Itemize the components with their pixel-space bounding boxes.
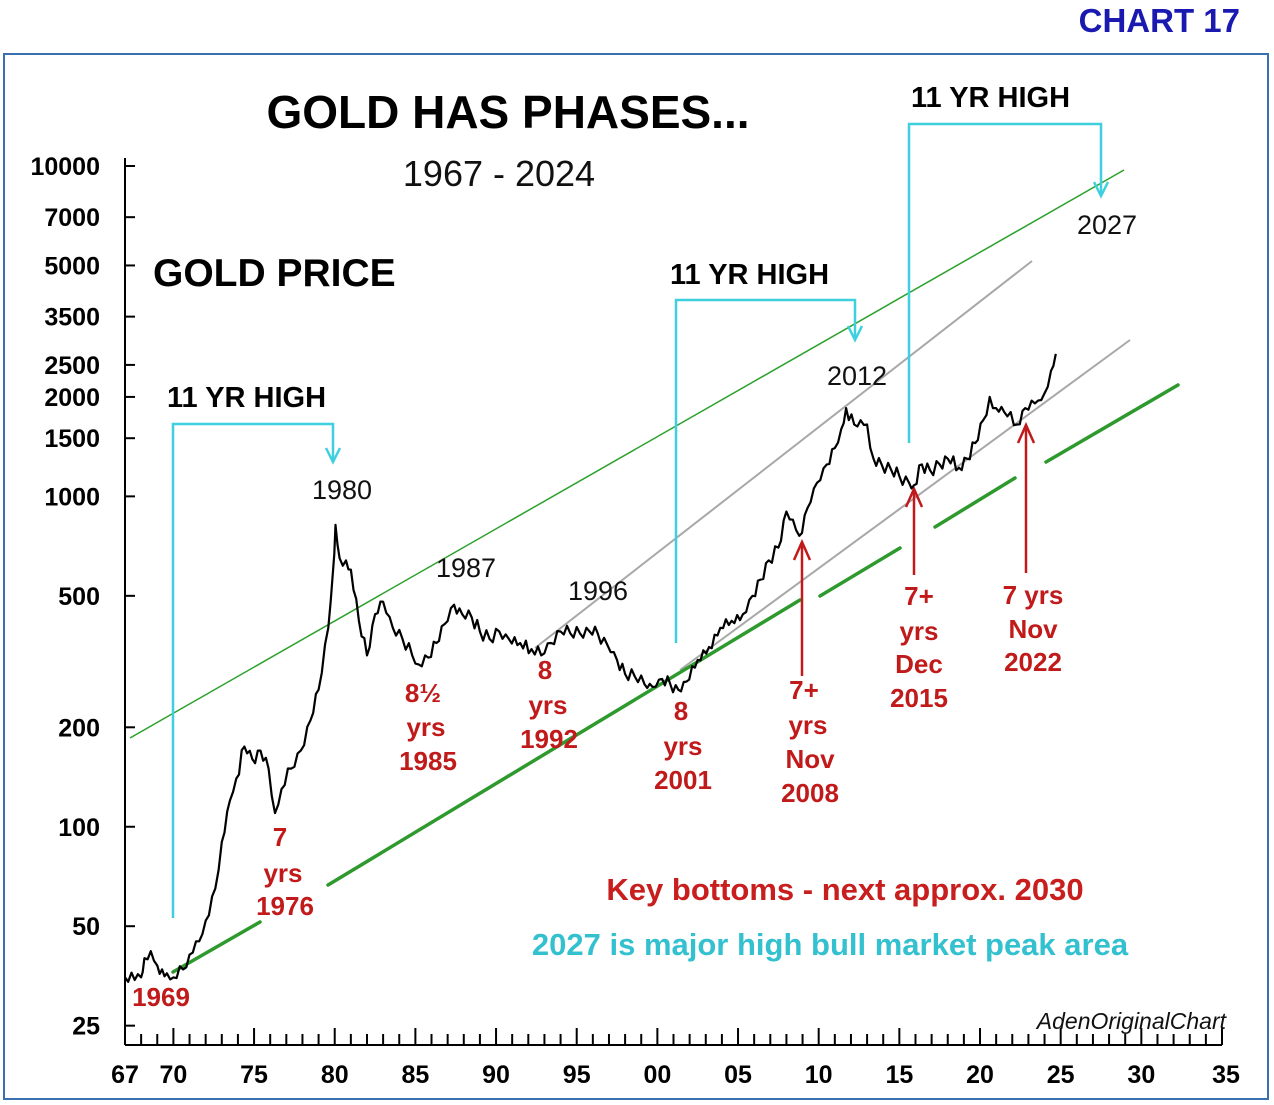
x-tick-label: 95	[563, 1061, 591, 1089]
bottom-label-1992-line: 1992	[520, 724, 578, 754]
peak-year-2027: 2027	[1077, 210, 1137, 240]
y-tick-label: 5000	[44, 252, 100, 280]
bracket-1969-1980	[171, 422, 335, 918]
x-tick-label: 20	[966, 1061, 994, 1089]
y-axis-ticks: 25 50 100 200 500 1000 1500 2000 2500 3500 5000 700…	[30, 153, 135, 1041]
x-tick-label: 25	[1047, 1061, 1075, 1089]
bottom-label-2015-line: Dec	[895, 649, 943, 679]
x-tick-label: 10	[805, 1061, 833, 1089]
bottom-label-2008-line: Nov	[785, 744, 835, 774]
support-line-segment	[326, 598, 802, 887]
bottom-label-2022-line: 7 yrs	[1003, 580, 1064, 610]
mid-channel-line-lower	[679, 339, 1131, 671]
bottom-label-2015-line: 2015	[890, 683, 948, 713]
bottom-label-2008-line: 2008	[781, 778, 839, 808]
peak-year-1987: 1987	[436, 553, 496, 583]
bottom-label-2001-line: 8	[674, 696, 688, 726]
x-tick-label: 30	[1127, 1061, 1155, 1089]
peak-year-1996: 1996	[568, 576, 628, 606]
support-line-segment	[818, 546, 902, 598]
y-tick-label: 2000	[44, 384, 100, 412]
chart-title: GOLD HAS PHASES...	[266, 86, 749, 138]
x-tick-label: 15	[885, 1061, 913, 1089]
arrow-head-2008	[792, 538, 812, 561]
bottom-label-1976-line: yrs	[263, 858, 302, 888]
bottom-label-2015-line: 7+	[904, 581, 934, 611]
bottom-label-1992-line: yrs	[528, 690, 567, 720]
bracket-2001-2012	[674, 298, 857, 643]
bottom-label-2001-line: yrs	[663, 731, 702, 761]
bottom-label-2022-line: 2022	[1004, 647, 1062, 677]
bottom-label-1985-line: yrs	[406, 712, 445, 742]
arrow-head-2012	[846, 325, 864, 343]
high-label-2027: 11 YR HIGH	[911, 82, 1070, 114]
x-tick-label: 05	[724, 1061, 752, 1089]
x-axis-ticks: 67 70 75 80 85 90 95 00 05 10 15 20 25 30 35	[111, 1028, 1240, 1089]
x-tick-label: 80	[321, 1061, 349, 1089]
bottom-label-2015-line: yrs	[899, 616, 938, 646]
bottom-label-2001-line: 2001	[654, 765, 712, 795]
chart-frame	[3, 53, 1269, 1100]
bottom-label-2008-line: yrs	[788, 710, 827, 740]
y-tick-label: 7000	[44, 204, 100, 232]
x-tick-label: 90	[482, 1061, 510, 1089]
mid-channel-line-upper	[534, 260, 1033, 649]
bottom-arrows	[792, 421, 1036, 676]
y-tick-label: 1500	[44, 425, 100, 453]
bottom-label-1985-line: 8½	[405, 678, 441, 708]
bottom-label-2022-line: Nov	[1008, 614, 1058, 644]
y-tick-label: 1000	[44, 483, 100, 511]
x-tick-label: 00	[643, 1061, 671, 1089]
support-line	[171, 383, 1180, 974]
bottom-label-1976-line: 1976	[256, 891, 314, 921]
bottom-label-1976-line: 7	[273, 822, 287, 852]
bracket-2015-2027	[907, 122, 1103, 443]
y-tick-label: 2500	[44, 352, 100, 380]
x-tick-label: 70	[159, 1061, 187, 1089]
peak-area-note: 2027 is major high bull market peak area	[532, 927, 1129, 962]
arrow-head-2027	[1092, 181, 1110, 199]
bottom-label-1992-line: 8	[538, 655, 552, 685]
eleven-year-high-brackets	[171, 122, 1110, 918]
bottom-label-1985-line: 1985	[399, 746, 457, 776]
trend-channel	[129, 169, 1180, 974]
y-tick-label: 200	[58, 714, 100, 742]
y-tick-label: 25	[72, 1013, 100, 1041]
y-tick-label: 100	[58, 814, 100, 842]
x-tick-label: 67	[111, 1061, 139, 1089]
y-tick-label: 500	[58, 583, 100, 611]
x-tick-label: 85	[401, 1061, 429, 1089]
gold-price-line	[124, 353, 1057, 983]
chart-credit: AdenOriginalChart	[1035, 1008, 1228, 1034]
high-label-1980: 11 YR HIGH	[167, 382, 326, 414]
chart-subtitle: 1967 - 2024	[403, 153, 595, 194]
y-tick-label: 50	[72, 913, 100, 941]
support-line-segment	[1044, 383, 1180, 464]
x-tick-label: 35	[1212, 1061, 1240, 1089]
chart-number-label: CHART 17	[1078, 2, 1240, 39]
high-label-2012: 11 YR HIGH	[670, 259, 829, 291]
peak-year-1980: 1980	[312, 475, 372, 505]
y-tick-label: 3500	[44, 304, 100, 332]
bottom-label-1969: 1969	[132, 982, 190, 1012]
peak-year-2012: 2012	[827, 361, 887, 391]
series-label: GOLD PRICE	[153, 252, 396, 295]
y-tick-label: 10000	[30, 153, 100, 181]
key-bottoms-note: Key bottoms - next approx. 2030	[606, 872, 1083, 907]
upper-channel-line	[129, 169, 1125, 739]
support-line-segment	[933, 476, 1017, 529]
arrow-head-2015	[904, 485, 924, 508]
arrow-head-2022	[1016, 421, 1036, 444]
arrow-head-1980	[324, 447, 342, 465]
bottom-label-2008-line: 7+	[789, 675, 819, 705]
x-tick-label: 75	[240, 1061, 268, 1089]
